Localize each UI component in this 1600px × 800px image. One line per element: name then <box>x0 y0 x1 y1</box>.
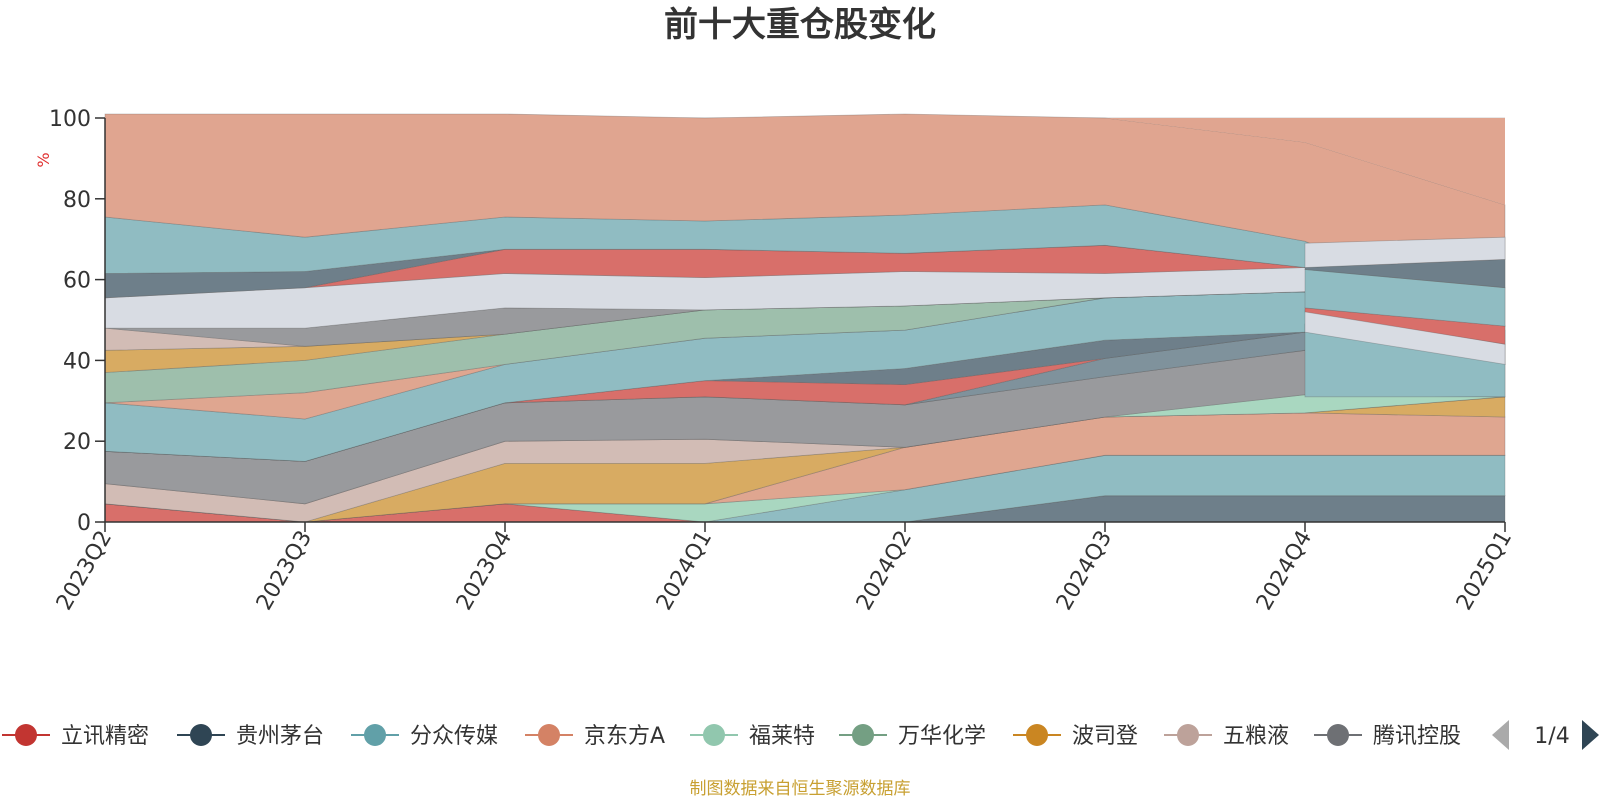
legend-item-5[interactable]: 万华化学 <box>839 724 986 749</box>
area-band-top <box>105 118 1505 205</box>
legend-item-2[interactable]: 分众传媒 <box>351 724 498 749</box>
x-tick-label-2024Q2: 2024Q2 <box>852 527 917 615</box>
chart-title: 前十大重仓股变化 <box>664 5 936 45</box>
legend-marker <box>1327 724 1349 746</box>
x-tick-label-2023Q3: 2023Q3 <box>252 527 317 615</box>
legend-label: 京东方A <box>584 724 665 749</box>
overlay-band-4 <box>1304 258 1506 289</box>
legend-item-4[interactable]: 福莱特 <box>690 724 815 749</box>
legend-item-3[interactable]: 京东方A <box>525 724 665 749</box>
y-tick-label-60: 60 <box>63 269 91 294</box>
legend-item-7[interactable]: 五粮液 <box>1164 724 1289 749</box>
y-tick-label-0: 0 <box>77 511 91 536</box>
legend[interactable]: 立讯精密 贵州茅台 分众传媒 京东方A 福莱特 万华化学 波司登 五粮液 腾讯控股 1/4 <box>2 710 1600 760</box>
overlay-band-5 <box>1304 236 1506 268</box>
legend-marker <box>190 724 212 746</box>
legend-prev-icon[interactable] <box>1492 720 1509 750</box>
x-tick-label-2024Q3: 2024Q3 <box>1052 527 1117 615</box>
legend-label: 波司登 <box>1072 724 1138 749</box>
area-band-2 <box>104 454 1506 523</box>
y-tick-label-100: 100 <box>49 107 91 132</box>
legend-label: 五粮液 <box>1223 724 1289 749</box>
legend-marker <box>364 724 386 746</box>
x-tick-label-2024Q4: 2024Q4 <box>1252 527 1317 615</box>
legend-item-6[interactable]: 波司登 <box>1013 724 1138 749</box>
legend-marker <box>852 724 874 746</box>
legend-label: 立讯精密 <box>61 724 149 749</box>
legend-marker <box>538 724 560 746</box>
legend-label: 腾讯控股 <box>1373 724 1461 749</box>
data-source-note: 制图数据来自恒生聚源数据库 <box>689 779 911 799</box>
legend-marker <box>1026 724 1048 746</box>
legend-marker <box>1177 724 1199 746</box>
legend-item-8[interactable]: 腾讯控股 <box>1314 724 1461 749</box>
y-tick-label-80: 80 <box>63 188 91 213</box>
legend-marker <box>703 724 725 746</box>
legend-page-indicator: 1/4 <box>1534 724 1569 749</box>
legend-marker <box>15 724 37 746</box>
area-series <box>104 113 1506 523</box>
y-axis-label: % <box>34 152 53 167</box>
legend-label: 万华化学 <box>898 724 986 749</box>
x-tick-label-2025Q1: 2025Q1 <box>1452 527 1517 615</box>
legend-item-1[interactable]: 贵州茅台 <box>177 724 324 749</box>
x-tick-label-2023Q2: 2023Q2 <box>52 527 117 615</box>
legend-next-icon[interactable] <box>1582 720 1599 750</box>
legend-label: 分众传媒 <box>410 724 498 749</box>
y-tick-label-40: 40 <box>63 349 91 374</box>
x-tick-label-2024Q1: 2024Q1 <box>652 527 717 615</box>
y-tick-label-20: 20 <box>63 430 91 455</box>
legend-label: 福莱特 <box>749 724 815 749</box>
x-tick-label-2023Q4: 2023Q4 <box>452 527 517 615</box>
legend-label: 贵州茅台 <box>236 724 324 749</box>
legend-item-0[interactable]: 立讯精密 <box>2 724 149 749</box>
